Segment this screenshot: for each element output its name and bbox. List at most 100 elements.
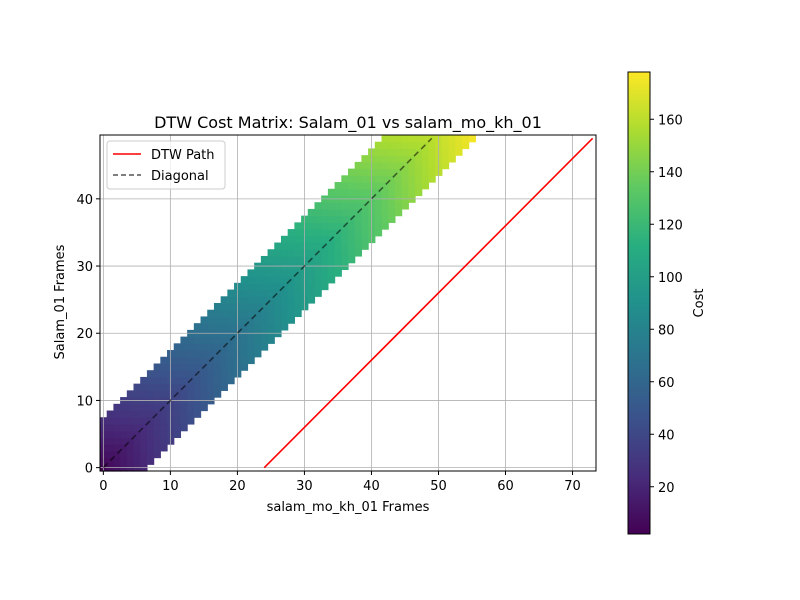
heatmap-cell <box>354 235 362 244</box>
heatmap-cell <box>180 403 188 412</box>
x-tick-label: 0 <box>99 479 107 494</box>
heatmap-cell <box>173 363 182 371</box>
heatmap-cell <box>227 350 235 358</box>
heatmap-cell <box>294 282 302 291</box>
heatmap-cell <box>401 188 409 197</box>
heatmap-cell <box>160 437 168 445</box>
heatmap-cell <box>267 269 275 277</box>
heatmap-cell <box>240 303 249 311</box>
heatmap-cell <box>415 175 423 183</box>
axes-frame <box>99 134 597 472</box>
heatmap-cell <box>187 356 195 365</box>
heatmap-cell <box>287 296 295 304</box>
heatmap-cell <box>193 356 202 365</box>
heatmap-cell <box>140 383 148 391</box>
heatmap-cell <box>220 376 228 385</box>
heatmap-cell <box>180 410 188 418</box>
heatmap-cell <box>180 417 188 425</box>
heatmap-cell <box>334 249 342 257</box>
heatmap-cell <box>415 168 423 176</box>
heatmap-cell <box>207 336 215 344</box>
heatmap-cell <box>153 444 161 452</box>
heatmap-cell <box>254 316 262 324</box>
heatmap-cell <box>381 141 389 150</box>
heatmap-cell <box>160 390 168 398</box>
heatmap-cell <box>140 437 148 445</box>
heatmap-cell <box>254 350 262 358</box>
heatmap-cell <box>287 303 295 311</box>
heatmap-cell <box>160 417 168 425</box>
heatmap-cell <box>280 303 289 311</box>
y-tick-label: 40 <box>76 193 93 208</box>
heatmap-cell <box>461 141 470 150</box>
heatmap-cell <box>207 376 215 385</box>
heatmap-cell <box>408 141 416 150</box>
heatmap-cell <box>247 276 255 284</box>
heatmap-cell <box>267 336 275 344</box>
heatmap-cell <box>374 168 383 176</box>
heatmap-cell <box>140 403 148 412</box>
heatmap-cell <box>213 363 222 371</box>
colorbar-tick-label: 80 <box>658 323 675 338</box>
heatmap-cell <box>294 235 302 244</box>
heatmap-cell <box>408 148 416 156</box>
heatmap-cell <box>388 182 396 190</box>
heatmap-cell <box>280 242 289 250</box>
heatmap-cell <box>381 182 389 190</box>
heatmap-cell <box>374 229 383 237</box>
legend-label-dtw-path: DTW Path <box>151 148 215 163</box>
heatmap-cell <box>334 188 342 197</box>
heatmap-cell <box>274 289 282 297</box>
colorbar-tick-label: 100 <box>658 271 683 286</box>
heatmap-cell <box>113 457 121 465</box>
heatmap-cell <box>200 390 208 398</box>
heatmap-cell <box>180 423 188 432</box>
heatmap-cell <box>160 423 168 432</box>
heatmap-cell <box>193 343 202 351</box>
heatmap-cell <box>280 289 289 297</box>
heatmap-cell <box>120 437 128 445</box>
heatmap-cell <box>187 343 195 351</box>
heatmap-cell <box>294 303 302 311</box>
heatmap-cell <box>321 276 329 284</box>
heatmap-cell <box>348 182 356 190</box>
heatmap-cell <box>361 155 369 163</box>
heatmap-cell <box>146 376 155 385</box>
heatmap-cell <box>394 148 403 156</box>
heatmap-cell <box>160 430 168 438</box>
heatmap-cell <box>327 208 336 217</box>
heatmap-cell <box>341 208 349 217</box>
heatmap-cell <box>220 356 228 365</box>
heatmap-cell <box>428 148 436 156</box>
legend-box <box>106 140 226 190</box>
heatmap-cell <box>307 208 316 217</box>
heatmap-cell <box>126 450 135 459</box>
heatmap-cell <box>240 316 249 324</box>
x-tick-label: 20 <box>229 479 246 494</box>
series-lines <box>102 137 594 469</box>
heatmap-cell <box>274 303 282 311</box>
heatmap-cell <box>213 383 222 391</box>
heatmap-cell <box>133 390 141 398</box>
heatmap-cell <box>133 403 141 412</box>
heatmap-cell <box>267 296 275 304</box>
heatmap-cell <box>394 182 403 190</box>
heatmap-cell <box>227 376 235 385</box>
heatmap-cell <box>354 175 362 183</box>
heatmap-cell <box>280 296 289 304</box>
heatmap-cell <box>213 343 222 351</box>
legend-label-diagonal: Diagonal <box>151 169 209 184</box>
heatmap-cell <box>200 370 208 378</box>
heatmap-cell <box>153 390 161 398</box>
heatmap-cell <box>287 309 295 318</box>
heatmap-cell <box>227 289 235 297</box>
heatmap-cell <box>321 229 329 237</box>
heatmap-cell <box>267 323 275 331</box>
heatmap-cell <box>348 249 356 257</box>
heatmap-cell <box>334 208 342 217</box>
heatmap-cell <box>287 316 295 324</box>
heatmap-cell <box>173 370 182 378</box>
heatmap-cell <box>267 276 275 284</box>
heatmap-cell <box>327 276 336 284</box>
heatmap-cell <box>388 161 396 170</box>
